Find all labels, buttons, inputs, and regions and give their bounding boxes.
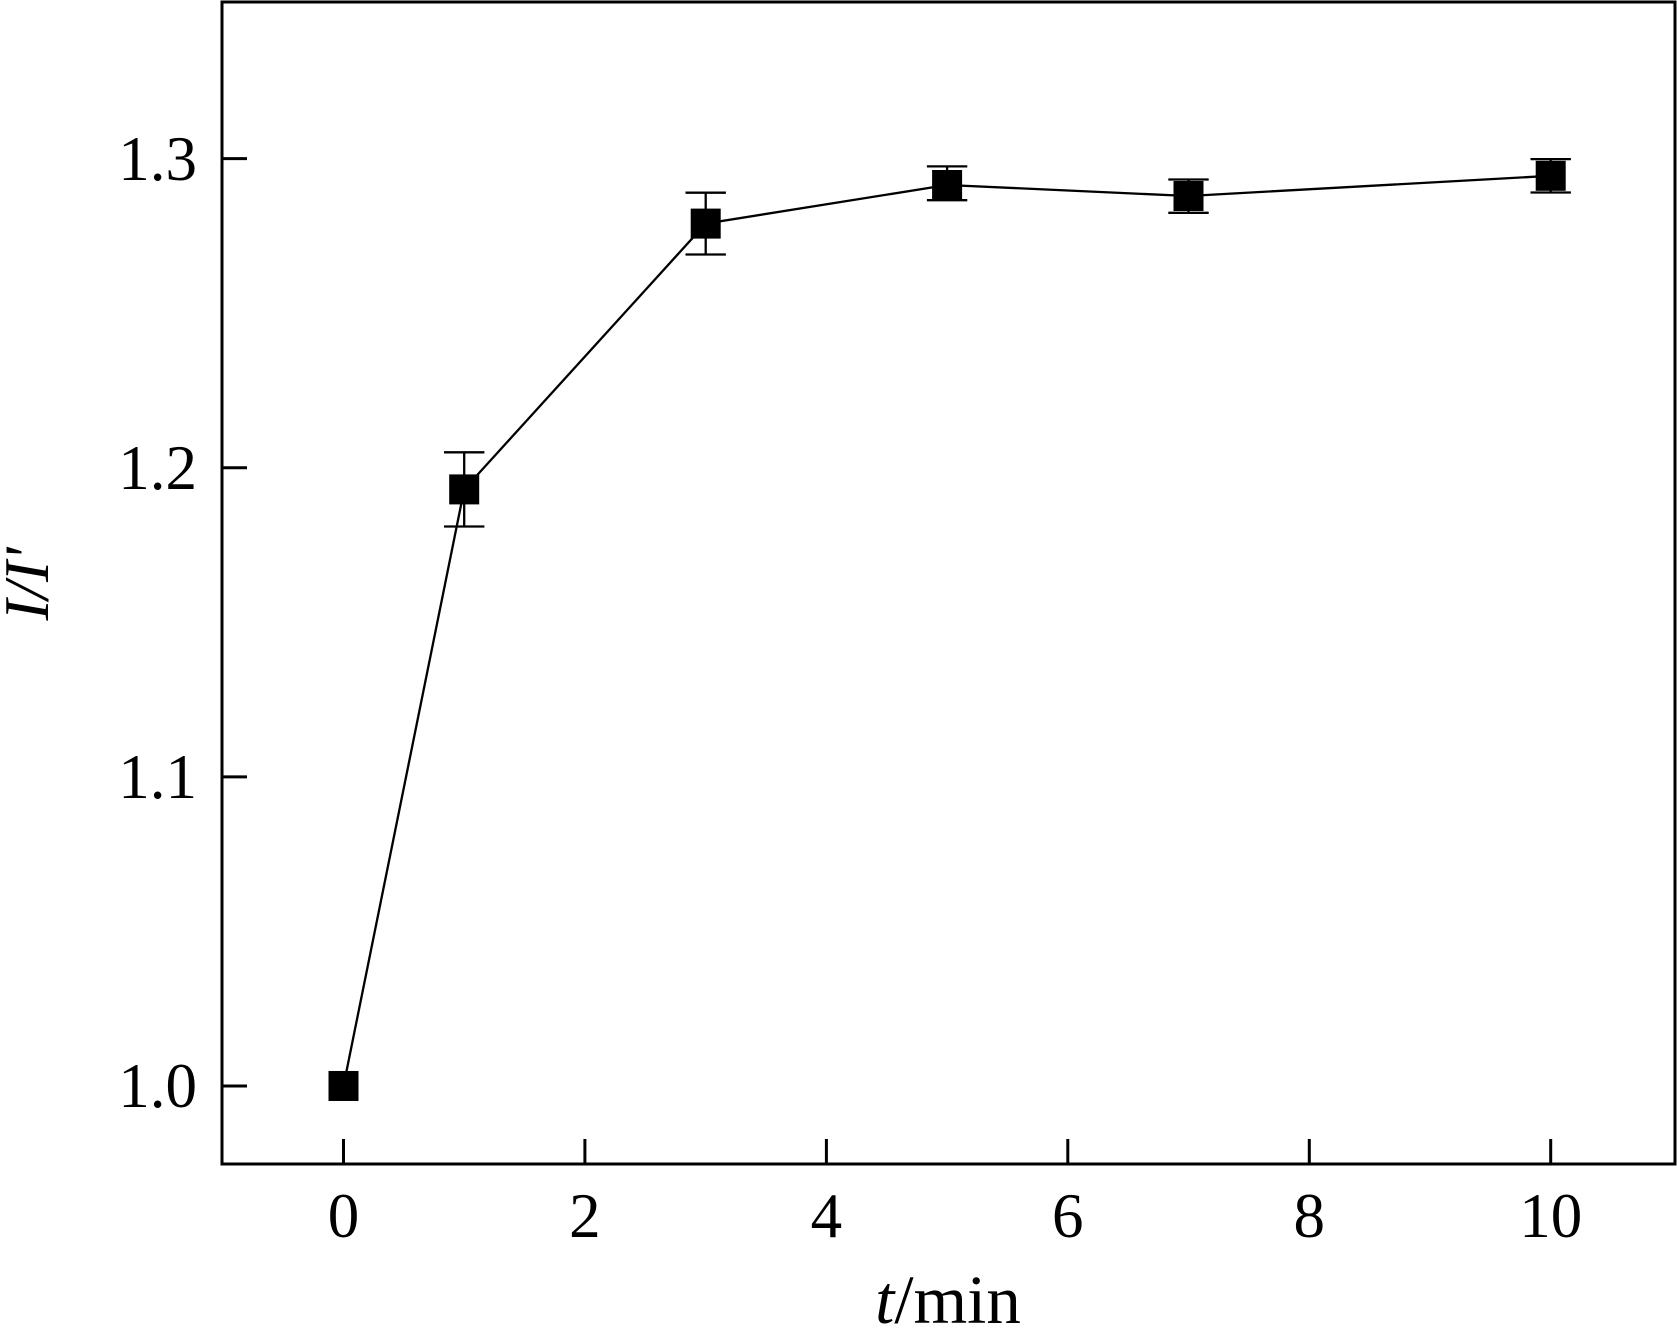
- svg-text:6: 6: [1052, 1181, 1084, 1251]
- svg-text:4: 4: [811, 1181, 843, 1251]
- svg-text:8: 8: [1294, 1181, 1326, 1251]
- svg-text:I/I': I/I': [0, 546, 62, 621]
- svg-text:0: 0: [328, 1181, 360, 1251]
- svg-text:t/min: t/min: [875, 1262, 1021, 1338]
- svg-text:1.1: 1.1: [118, 742, 197, 812]
- svg-text:1.2: 1.2: [118, 433, 197, 503]
- svg-text:2: 2: [569, 1181, 601, 1251]
- svg-text:1.3: 1.3: [118, 124, 197, 194]
- svg-text:1.0: 1.0: [118, 1051, 197, 1121]
- svg-text:10: 10: [1519, 1181, 1582, 1251]
